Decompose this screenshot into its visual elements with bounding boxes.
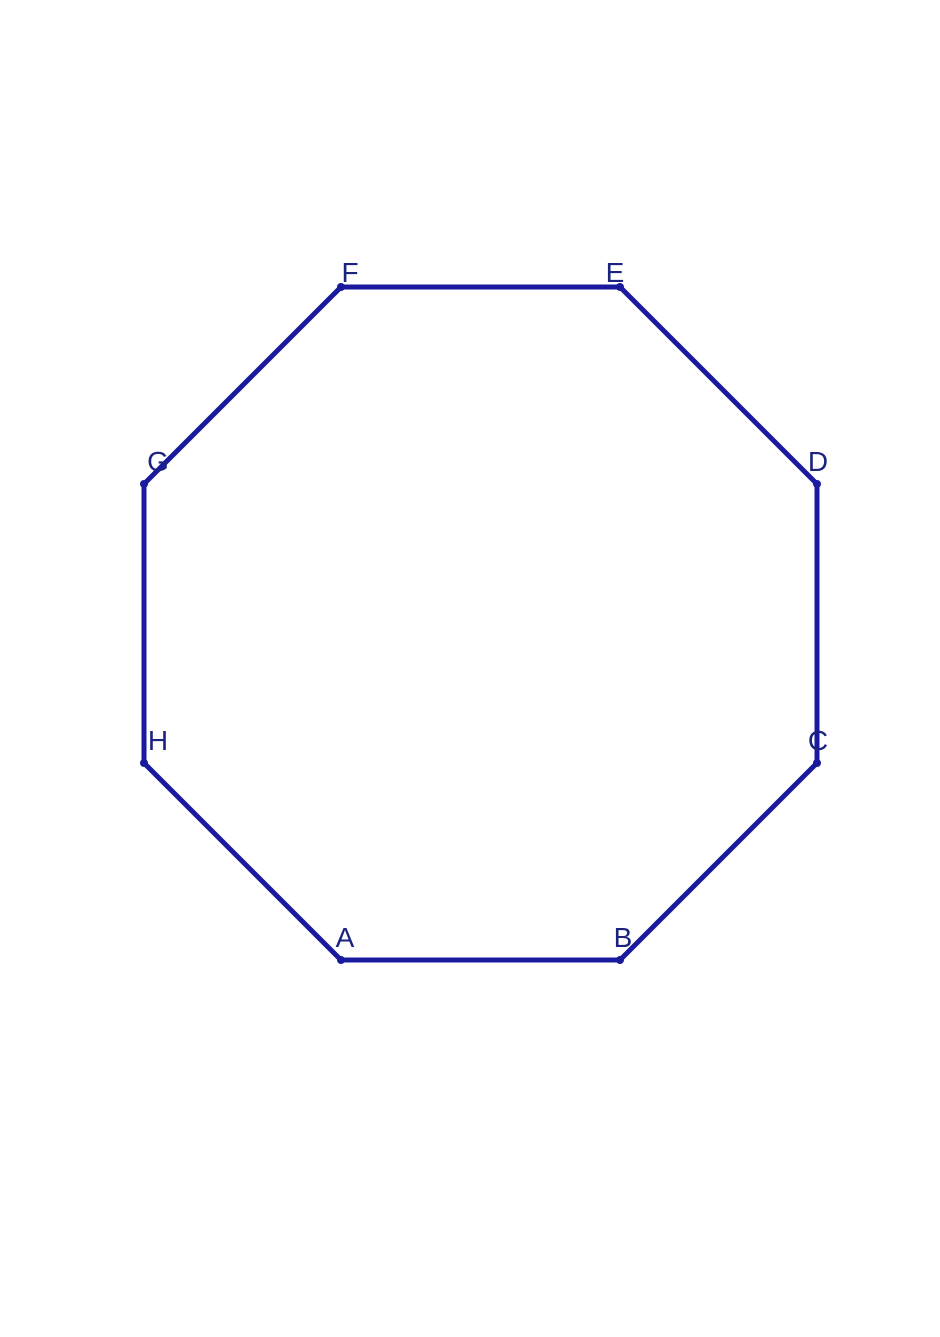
vertex-H (140, 759, 148, 767)
vertex-G (140, 480, 148, 488)
vertex-C (813, 759, 821, 767)
edge-D-E (620, 287, 817, 484)
vertex-label-B: B (614, 922, 633, 954)
vertex-A (337, 956, 345, 964)
octagon-diagram: A B C D E F G H (0, 0, 940, 1337)
vertex-D (813, 480, 821, 488)
vertex-label-C: C (808, 725, 828, 757)
edge-H-A (144, 763, 341, 960)
vertex-label-F: F (341, 257, 358, 289)
vertex-label-E: E (606, 257, 625, 289)
octagon-svg (0, 0, 940, 1337)
vertex-label-D: D (808, 446, 828, 478)
vertex-label-G: G (147, 446, 169, 478)
vertex-B (616, 956, 624, 964)
edges-group (144, 287, 817, 960)
edge-B-C (620, 763, 817, 960)
vertex-label-A: A (336, 922, 355, 954)
edge-F-G (144, 287, 341, 484)
vertex-label-H: H (148, 725, 168, 757)
